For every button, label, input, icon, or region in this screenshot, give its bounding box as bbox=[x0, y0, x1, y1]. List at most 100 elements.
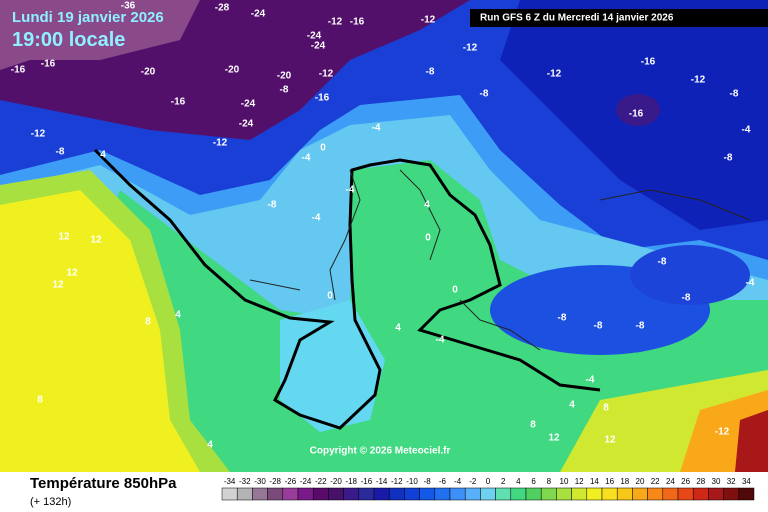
scale-tick-label: 32 bbox=[727, 477, 736, 486]
time: 19:00 locale bbox=[12, 29, 125, 51]
scale-box bbox=[404, 487, 420, 501]
isotherm-label: -24 bbox=[251, 9, 266, 20]
scale-tick-label: -16 bbox=[361, 477, 373, 486]
isotherm-label: -8 bbox=[594, 321, 603, 332]
isotherm-label: -12 bbox=[213, 138, 228, 149]
isotherm-label: -4 bbox=[372, 123, 381, 134]
scale-tick-label: 24 bbox=[666, 477, 675, 486]
isotherm-label: -16 bbox=[629, 109, 644, 120]
isotherm-label: -16 bbox=[171, 97, 186, 108]
scale-box bbox=[692, 487, 709, 501]
scale-tick-label: 12 bbox=[575, 477, 584, 486]
copyright: Copyright © 2026 Meteociel.fr bbox=[310, 446, 451, 457]
scale-box bbox=[449, 487, 466, 501]
cold-pocket-2 bbox=[630, 245, 750, 305]
isotherm-label: 4 bbox=[100, 150, 106, 161]
scale-box bbox=[662, 487, 679, 501]
scale-box bbox=[282, 487, 299, 501]
run-box bbox=[470, 9, 768, 27]
scale-tick-label: 26 bbox=[681, 477, 690, 486]
isotherm-label: 8 bbox=[145, 317, 151, 328]
isotherm-label: -12 bbox=[328, 17, 343, 28]
scale-tick-label: -30 bbox=[254, 477, 266, 486]
scale-tick-label: -18 bbox=[345, 477, 357, 486]
scale-tick-label: 0 bbox=[486, 477, 491, 486]
isotherm-label: -20 bbox=[141, 67, 156, 78]
warm-zone bbox=[0, 190, 200, 472]
scale-tick-label: -4 bbox=[454, 477, 462, 486]
scale-box bbox=[677, 487, 694, 501]
isotherm-label: -12 bbox=[547, 69, 562, 80]
scale-tick-label: 8 bbox=[547, 477, 552, 486]
scale-box bbox=[738, 487, 755, 501]
scale-box bbox=[236, 487, 253, 501]
scale-box bbox=[373, 487, 390, 501]
scale-tick-label: 22 bbox=[651, 477, 660, 486]
isotherm-label: -36 bbox=[121, 1, 136, 12]
isotherm-label: -20 bbox=[225, 65, 240, 76]
legend-lead: (+ 132h) bbox=[30, 496, 71, 508]
scale-box bbox=[540, 487, 557, 501]
isotherm-label: -4 bbox=[746, 278, 755, 289]
isotherm-label: -8 bbox=[730, 89, 739, 100]
scale-tick-label: -6 bbox=[439, 477, 447, 486]
scale-box bbox=[221, 487, 238, 501]
mild-zone bbox=[80, 160, 768, 472]
isotherm-label: -28 bbox=[215, 3, 230, 14]
isotherm-label: -12 bbox=[31, 129, 46, 140]
isotherm-label: 0 bbox=[425, 233, 431, 244]
scale-box bbox=[419, 487, 436, 501]
scale-box bbox=[647, 487, 664, 501]
isotherm-label: 12 bbox=[90, 235, 102, 246]
cool-tongue bbox=[280, 300, 385, 432]
scale-tick-label: 34 bbox=[742, 477, 751, 486]
isotherm-label: -12 bbox=[319, 69, 334, 80]
scale-tick-label: -12 bbox=[391, 477, 403, 486]
isotherm-label: -12 bbox=[421, 15, 436, 26]
isotherm-label: 12 bbox=[66, 268, 78, 279]
isotherm-label: 4 bbox=[175, 310, 181, 321]
isotherm-label: -24 bbox=[241, 99, 256, 110]
scale-tick-label: -20 bbox=[330, 477, 342, 486]
legend-title: Température 850hPa bbox=[30, 475, 177, 492]
scale-tick-label: 4 bbox=[516, 477, 521, 486]
isotherm-label: 8 bbox=[603, 403, 609, 414]
isotherm-label: -8 bbox=[280, 85, 289, 96]
scale-tick-label: 16 bbox=[605, 477, 614, 486]
isotherm-label: 4 bbox=[424, 200, 430, 211]
isotherm-label: -16 bbox=[350, 17, 365, 28]
scale-box bbox=[510, 487, 527, 501]
isotherm-label: -24 bbox=[311, 41, 326, 52]
scale-tick-label: 28 bbox=[696, 477, 705, 486]
isotherm-label: 0 bbox=[327, 291, 333, 302]
scale-box bbox=[708, 487, 724, 501]
isotherm-label: -16 bbox=[41, 59, 56, 70]
scale-box bbox=[586, 487, 603, 501]
scale-box bbox=[556, 487, 572, 501]
cold-cell bbox=[616, 94, 660, 126]
scale-tick-label: 30 bbox=[712, 477, 721, 486]
scale-box bbox=[358, 487, 375, 501]
scale-box bbox=[632, 487, 648, 501]
isotherm-label: -8 bbox=[636, 321, 645, 332]
isotherm-label: 0 bbox=[452, 285, 458, 296]
scale-tick-label: -32 bbox=[239, 477, 251, 486]
scale-tick-label: 14 bbox=[590, 477, 599, 486]
scale-box bbox=[525, 487, 542, 501]
isotherm-label: -16 bbox=[641, 57, 656, 68]
isotherm-label: -4 bbox=[302, 153, 311, 164]
scale-box bbox=[328, 487, 344, 501]
scale-tick-label: 2 bbox=[501, 477, 506, 486]
scale-box bbox=[312, 487, 329, 501]
scale-tick-label: -34 bbox=[224, 477, 236, 486]
isotherm-label: -20 bbox=[277, 71, 292, 82]
isotherm-label: -8 bbox=[658, 257, 667, 268]
scale-tick-label: 10 bbox=[560, 477, 569, 486]
scale-tick-label: -2 bbox=[469, 477, 477, 486]
isotherm-label: -8 bbox=[56, 147, 65, 158]
date: Lundi 19 janvier 2026 bbox=[12, 9, 164, 26]
cold-core-deep bbox=[0, 0, 200, 70]
scale-tick-label: -26 bbox=[285, 477, 297, 486]
scale-tick-label: -14 bbox=[376, 477, 388, 486]
isotherm-label: -4 bbox=[742, 125, 751, 136]
